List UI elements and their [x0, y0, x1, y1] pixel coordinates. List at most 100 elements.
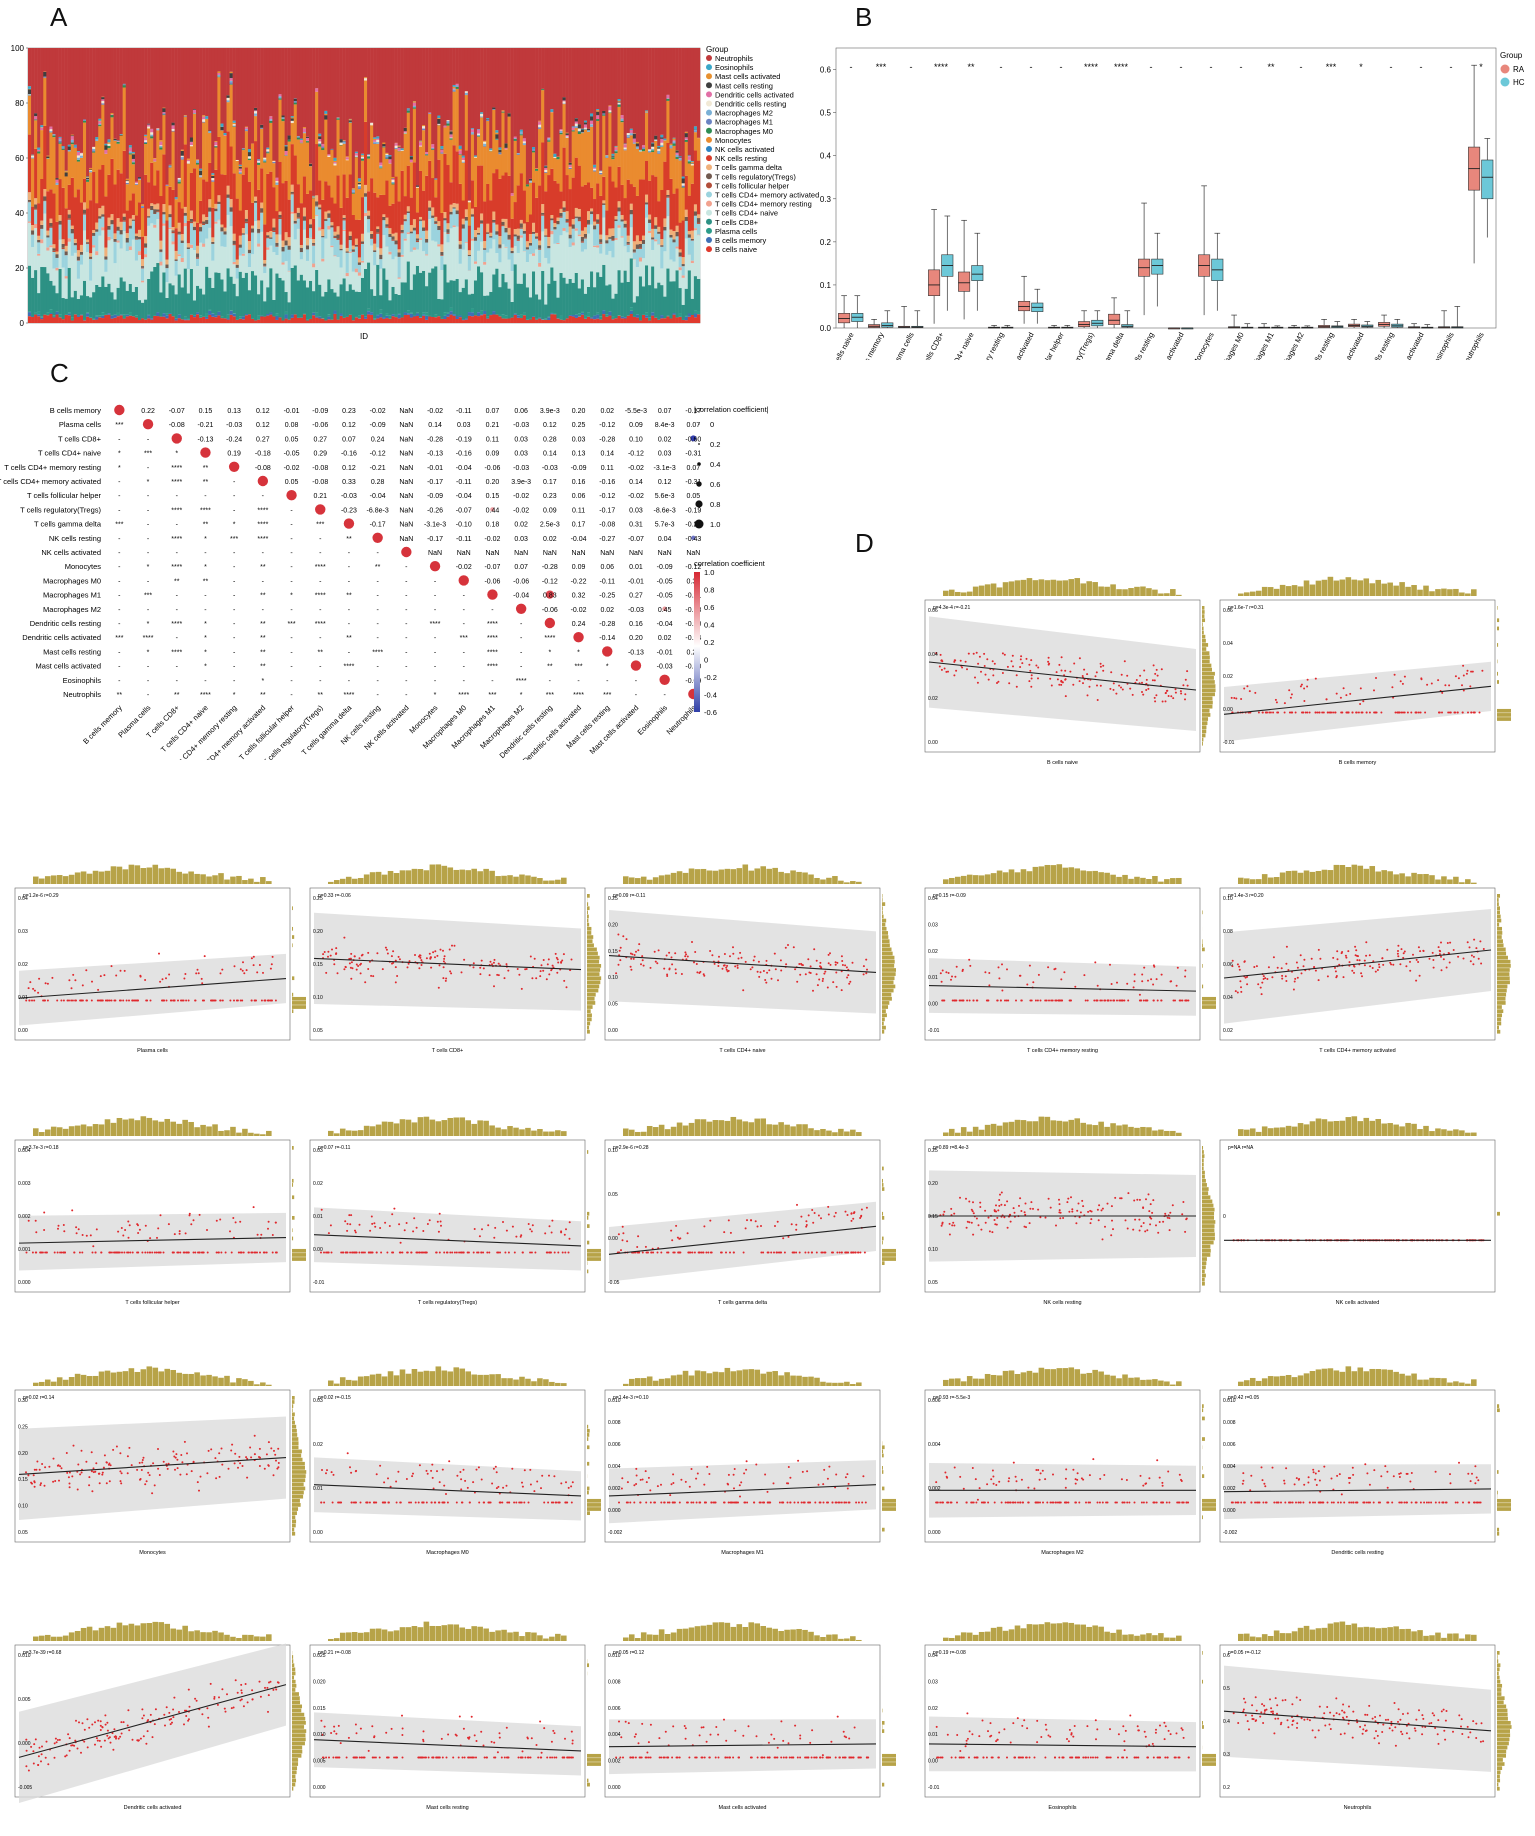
- scatter-point: [1011, 654, 1014, 657]
- bar-segment: [52, 134, 56, 136]
- bar-segment: [89, 167, 93, 170]
- scatter-point: [1314, 711, 1317, 714]
- histogram-bar: [1497, 618, 1500, 623]
- scatter-point: [1141, 691, 1143, 693]
- bar-segment: [58, 224, 62, 240]
- histogram-bar: [1110, 584, 1116, 596]
- scatter-point: [947, 670, 949, 673]
- scatter-point: [1478, 711, 1481, 714]
- bar-segment: [82, 178, 87, 203]
- histogram-bar: [1202, 655, 1210, 660]
- bar-segment: [95, 48, 99, 138]
- bar-segment: [49, 129, 53, 132]
- scatter-point: [195, 972, 198, 975]
- scatter-point: [1235, 697, 1238, 700]
- bar-segment: [110, 117, 114, 159]
- scatter-point: [1060, 656, 1063, 659]
- bar-segment: [31, 230, 35, 235]
- scatter-point: [99, 999, 102, 1002]
- bar-segment: [92, 151, 96, 153]
- scatter-point: [80, 999, 83, 1002]
- scatter-point: [1030, 659, 1033, 662]
- scatter-point: [1035, 664, 1038, 667]
- bar-segment: [86, 208, 90, 240]
- bar-segment: [98, 121, 102, 124]
- scatter-point: [1375, 677, 1377, 679]
- bar-segment: [49, 247, 53, 281]
- histogram-bar: [519, 874, 525, 884]
- x-axis-label: B cells naive: [1047, 760, 1078, 766]
- scatter-point: [325, 971, 328, 974]
- bar-segment: [128, 218, 133, 226]
- histogram-bar: [1375, 579, 1381, 596]
- bar-segment: [61, 239, 65, 244]
- bar-segment: [55, 251, 59, 255]
- histogram-bar: [972, 586, 979, 596]
- histogram-bar: [116, 866, 123, 884]
- histogram-bar: [1044, 580, 1051, 596]
- bar-segment: [28, 316, 32, 323]
- bar-segment: [76, 316, 81, 323]
- scatter-point: [1120, 686, 1122, 689]
- scatter-point: [203, 955, 206, 958]
- y-tick-label: 0.02: [1223, 674, 1233, 680]
- histogram-bar: [1399, 582, 1405, 596]
- scatter-point: [180, 999, 182, 1002]
- scatter-point: [125, 999, 128, 1002]
- scatter-point: [991, 660, 994, 663]
- bar-segment: [40, 243, 44, 268]
- histogram-bar: [1497, 606, 1498, 610]
- scatter-point: [976, 681, 979, 684]
- histogram-bar: [587, 1021, 591, 1026]
- bar-segment: [31, 155, 35, 158]
- histogram-bar: [1497, 708, 1511, 713]
- histogram-bar: [1249, 591, 1256, 596]
- histogram-bar: [1116, 589, 1122, 596]
- bar-segment: [86, 179, 90, 180]
- bar-segment: [43, 213, 47, 268]
- histogram-bar: [587, 1009, 591, 1014]
- bar-segment: [52, 317, 56, 323]
- bar-segment: [37, 153, 41, 204]
- histogram-bar: [164, 867, 171, 884]
- bar-segment: [46, 230, 50, 236]
- scatter-point: [1300, 683, 1303, 686]
- histogram-bar: [1202, 610, 1205, 614]
- bar-segment: [73, 314, 78, 323]
- histogram-bar: [292, 1009, 294, 1014]
- scatter-point: [938, 665, 941, 668]
- bar-segment: [86, 316, 90, 323]
- bar-segment: [82, 280, 87, 320]
- bar-segment: [37, 235, 41, 240]
- scatter-point: [31, 999, 33, 1002]
- scatter-point: [56, 999, 59, 1002]
- scatter-point: [271, 955, 274, 958]
- bar-segment: [122, 281, 126, 315]
- scatter-point: [1015, 674, 1018, 677]
- scatter-point: [1357, 711, 1360, 714]
- histogram-bar: [98, 871, 105, 884]
- scatter-point: [333, 963, 336, 966]
- scatter-point: [1030, 674, 1033, 677]
- bar-segment: [58, 215, 62, 221]
- scatter-point: [959, 659, 962, 662]
- bar-segment: [28, 89, 32, 95]
- bar-segment: [34, 228, 38, 271]
- bar-segment: [125, 238, 130, 243]
- bar-segment: [37, 293, 41, 312]
- scatter-point: [70, 987, 73, 990]
- scatter-point: [1314, 677, 1317, 680]
- bar-segment: [101, 214, 105, 217]
- scatter-point: [250, 999, 253, 1002]
- bar-segment: [37, 239, 41, 243]
- scatter-point: [489, 960, 492, 963]
- histogram-bar: [1050, 579, 1057, 596]
- bar-segment: [92, 48, 96, 147]
- bar-segment: [79, 264, 84, 296]
- bar-segment: [82, 202, 87, 210]
- scatter-point: [1276, 711, 1279, 714]
- bar-segment: [82, 48, 87, 120]
- scatter-point: [72, 973, 75, 976]
- scatter-point: [1341, 711, 1344, 714]
